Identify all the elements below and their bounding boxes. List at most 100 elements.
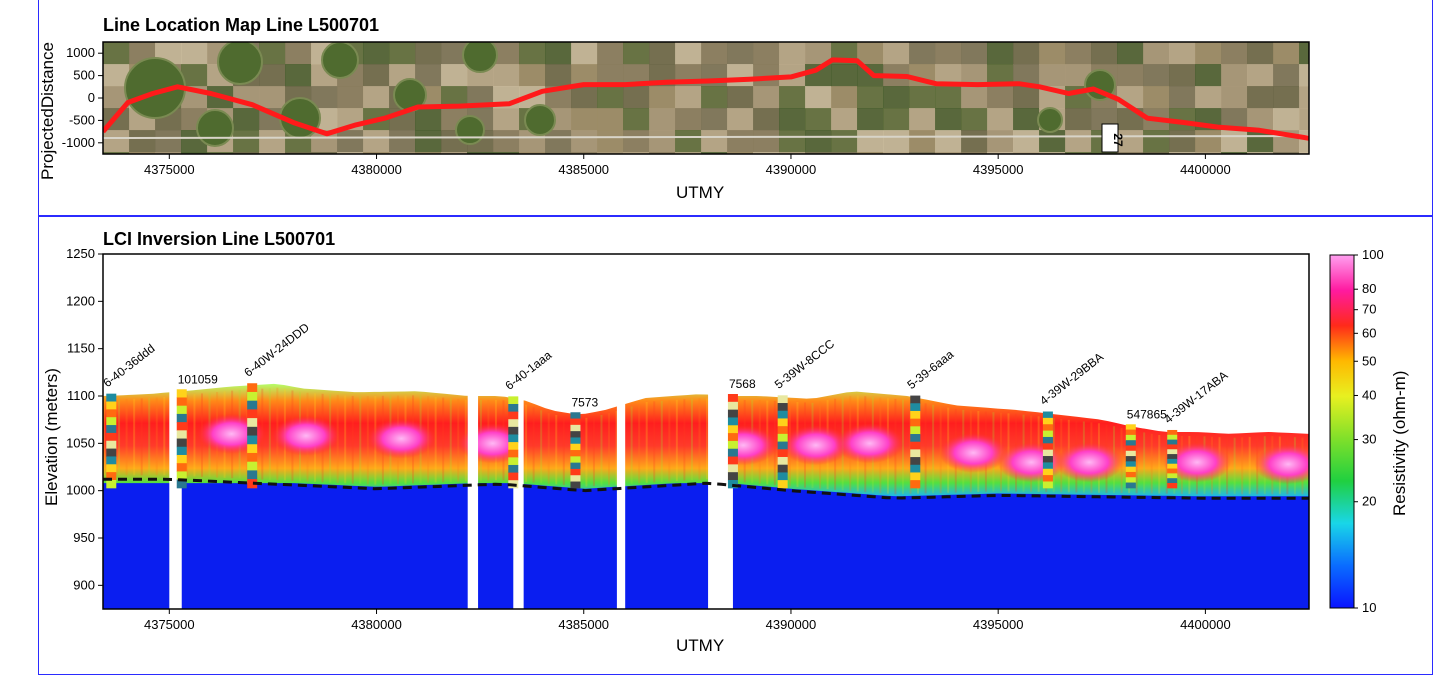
well-log-segment <box>1167 454 1178 460</box>
map-field <box>259 130 286 153</box>
well-log-segment <box>1125 445 1136 452</box>
well-log-segment <box>106 464 117 473</box>
map-field <box>441 42 468 65</box>
well-log-segment <box>106 440 117 450</box>
well-log-segment <box>176 438 187 448</box>
map-field <box>831 64 858 87</box>
map-field <box>103 130 130 153</box>
map-field <box>753 130 780 153</box>
section-texture <box>193 394 196 477</box>
map-field <box>1143 152 1170 154</box>
map-field <box>1273 42 1300 65</box>
well-log-segment <box>910 395 921 404</box>
map-field <box>1299 64 1309 87</box>
well-log-segment <box>1167 483 1178 489</box>
map-field <box>467 152 494 154</box>
well-log-segment <box>1042 424 1053 432</box>
map-field <box>493 130 520 153</box>
map-field <box>571 86 598 109</box>
map-field <box>545 130 572 153</box>
well-log-segment <box>247 400 258 410</box>
map-field <box>1247 86 1274 109</box>
well-log-segment <box>508 434 519 443</box>
map-field <box>961 108 988 131</box>
colorbar-tick-label: 20 <box>1362 494 1376 509</box>
map-field <box>831 108 858 131</box>
map-field <box>389 152 416 154</box>
colorbar-tick-label: 40 <box>1362 387 1376 402</box>
map-field <box>701 108 728 131</box>
map-field <box>1221 86 1248 109</box>
map-field <box>337 86 364 109</box>
map-field <box>1247 64 1274 87</box>
inversion-x-tick-label: 4400000 <box>1180 617 1231 632</box>
well-log-segment <box>727 440 738 450</box>
well-log-segment <box>1167 429 1178 436</box>
inversion-y-tick-label: 900 <box>73 577 95 592</box>
well-log-segment <box>1125 461 1136 468</box>
map-field <box>987 42 1014 65</box>
well-log-segment <box>508 426 519 435</box>
map-field <box>1299 152 1309 154</box>
map-field <box>1169 64 1196 87</box>
map-field <box>363 152 390 154</box>
map-title: Line Location Map Line L500701 <box>103 15 380 35</box>
section-texture <box>268 388 271 480</box>
high-resistivity-zone <box>835 423 904 464</box>
map-x-tick-label: 4395000 <box>973 162 1024 177</box>
well-log-segment <box>910 403 921 412</box>
map-field <box>103 64 130 87</box>
inversion-x-tick-label: 4395000 <box>973 617 1024 632</box>
map-field <box>493 64 520 87</box>
section-texture <box>351 395 354 484</box>
map-field <box>1117 64 1144 87</box>
map-field <box>805 86 832 109</box>
map-field <box>727 86 754 109</box>
well-log-segment <box>176 405 187 415</box>
map-field <box>1273 64 1300 87</box>
well-log-segment <box>910 480 921 489</box>
well-log-segment <box>777 395 788 404</box>
well-log-segment <box>1042 475 1053 482</box>
colorbar-tick-label: 10 <box>1362 600 1376 615</box>
section-texture <box>434 396 437 483</box>
well-log-segment <box>1125 440 1136 446</box>
map-field <box>857 108 884 131</box>
high-resistivity-zone <box>1254 444 1309 485</box>
well-log-segment <box>777 441 788 450</box>
map-field <box>961 64 988 87</box>
map-field <box>1273 86 1300 109</box>
map-field <box>779 86 806 109</box>
high-resistivity-zone <box>939 432 1008 473</box>
map-field <box>935 86 962 109</box>
map-field <box>571 130 598 153</box>
well-log-segment <box>1042 449 1053 457</box>
map-field <box>727 64 754 87</box>
well-log-segment <box>1125 466 1136 473</box>
map-field <box>207 152 234 154</box>
section-texture <box>442 397 445 483</box>
well-log-segment <box>570 462 581 470</box>
map-field <box>675 86 702 109</box>
well-log-segment <box>1042 443 1053 451</box>
well-log-segment <box>508 396 519 405</box>
high-resistivity-zone <box>367 418 436 459</box>
map-field <box>311 130 338 153</box>
well-log-segment <box>508 464 519 474</box>
map-field <box>545 152 572 154</box>
map-field <box>1013 86 1040 109</box>
map-field <box>753 108 780 131</box>
map-field <box>753 64 780 87</box>
map-field <box>181 42 208 65</box>
well-log-segment <box>1125 477 1136 484</box>
map-field <box>935 42 962 65</box>
well-log-segment <box>777 449 788 458</box>
map-field <box>935 108 962 131</box>
map-x-tick-label: 4385000 <box>558 162 609 177</box>
section-texture <box>449 398 452 482</box>
map-field <box>1065 152 1092 154</box>
section-texture <box>638 404 641 484</box>
well-log-segment <box>727 417 738 426</box>
map-pivot-field <box>462 42 498 73</box>
section-texture <box>1143 432 1146 494</box>
